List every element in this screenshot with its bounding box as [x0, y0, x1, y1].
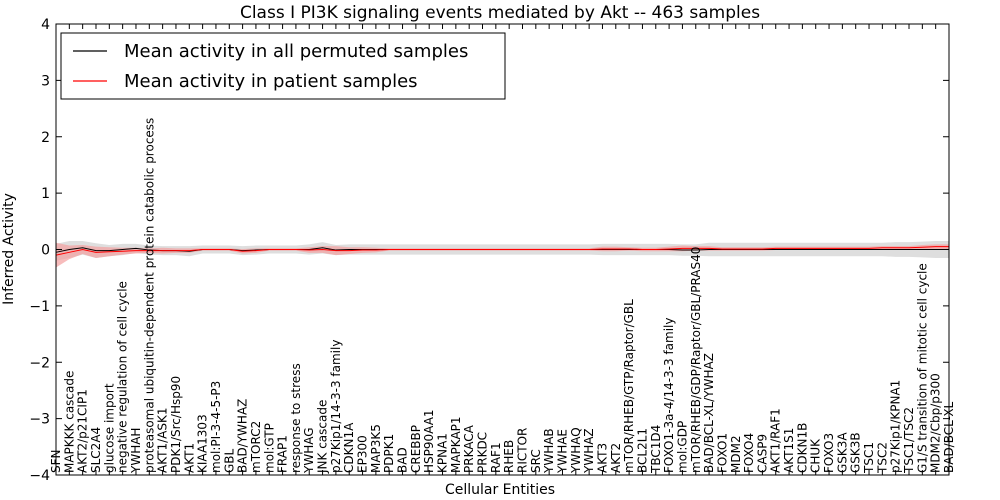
x-tick-label: YWHAZ: [582, 428, 596, 474]
x-tick-label: RHEB: [502, 440, 516, 473]
legend-box: [60, 32, 506, 100]
x-tick-label: JNK cascade: [316, 400, 330, 474]
x-tick-label: TSC1/TSC2: [902, 407, 916, 474]
y-tick-label: −1: [29, 299, 50, 315]
x-axis-label: Cellular Entities: [445, 482, 555, 498]
x-tick-label: p27Kip1/KPNA1: [889, 380, 903, 473]
x-tick-label: SLC2A4: [89, 427, 103, 473]
x-tick-label: mol:GTP: [262, 423, 276, 473]
x-tick-label: BAD/BCL-XL/YWHAZ: [702, 353, 716, 473]
x-tick-label: PRKACA: [462, 424, 476, 473]
x-tick-label: MDM2/Cbp/p300: [929, 373, 943, 473]
x-tick-label: AKT2: [609, 443, 623, 473]
x-tick-label: BAD/BCL-XL: [942, 401, 956, 473]
y-tick-label: −3: [29, 412, 50, 428]
x-tick-label: MDM2: [729, 435, 743, 473]
x-tick-label: GSK3B: [849, 432, 863, 473]
x-tick-label: FOXO3: [822, 433, 836, 473]
x-tick-label: MAP3K5: [369, 424, 383, 473]
y-ticks: 4 3 2 1 0 −1 −2 −3 −4: [29, 17, 949, 484]
x-tick-label: G1/S transition of mitotic cell cycle: [915, 263, 929, 473]
x-tick-label: p27Kip1/14-3-3 family: [329, 340, 343, 473]
legend-label-permuted: Mean activity in all permuted samples: [124, 41, 468, 62]
x-tick-label: BAD: [396, 447, 410, 473]
x-tick-label: GBL: [222, 448, 236, 473]
x-tick-label: CHUK: [809, 438, 823, 473]
x-tick-label: FRAP1: [276, 435, 290, 473]
x-tick-label: SRC: [529, 449, 543, 473]
x-tick-label: mTORC2: [249, 421, 263, 473]
x-tick-label: MAPKAP1: [449, 416, 463, 473]
x-tick-label: SFN: [49, 450, 63, 474]
x-tick-label: KPNA1: [436, 433, 450, 473]
x-tick-label: FOXO1-3a-4/14-3-3 family: [662, 318, 676, 474]
x-tick-label: AKT3: [595, 443, 609, 473]
y-tick-label: −2: [29, 355, 50, 371]
x-tick-label: AKT2/p21CIP1: [76, 389, 90, 473]
y-tick-label: −4: [29, 468, 50, 484]
x-tick-label: BCL2L1: [635, 428, 649, 473]
x-tick-label: YWHAB: [542, 428, 556, 474]
series-line-patient: [55, 246, 949, 256]
series-lines: [55, 246, 949, 256]
y-tick-label: 4: [41, 17, 50, 33]
x-tick-label: EP300: [356, 435, 370, 473]
x-tick-label: CREBBP: [409, 425, 423, 473]
x-tick-label: CDKN1A: [342, 422, 356, 473]
x-tick-label: proteasomal ubiquitin-dependent protein …: [142, 118, 156, 473]
confidence-bands: [56, 241, 949, 268]
x-tick-label: RAF1: [489, 442, 503, 473]
x-tick-label: YWHAQ: [569, 427, 583, 474]
x-tick-label: MAPKKK cascade: [62, 371, 76, 473]
y-axis-label: Inferred Activity: [1, 193, 17, 305]
x-tick-label: mol:GDP: [675, 421, 689, 473]
x-tick-label: negative regulation of cell cycle: [116, 281, 130, 473]
y-tick-label: 1: [41, 186, 50, 202]
x-tick-label: FOXO1: [715, 433, 729, 473]
x-tick-label: FOXO4: [742, 433, 756, 473]
x-tick-label: YWHAG: [302, 427, 316, 474]
x-tick-label: RICTOR: [515, 428, 529, 473]
confidence-band-permuted: [56, 241, 949, 261]
x-tick-label: TSC2: [875, 442, 889, 474]
x-tick-label: AKT1/ASK1: [156, 408, 170, 473]
x-ticks: SFN MAPKKK cascade AKT2/p21CIP1 SLC2A4 gluco…: [49, 24, 956, 475]
legend: Mean activity in all permuted samples Mea…: [60, 32, 506, 100]
x-tick-label: CDKN1B: [795, 423, 809, 473]
x-tick-label: YWHAH: [129, 428, 143, 474]
x-tick-label: PDK1/Src/Hsp90: [169, 376, 183, 473]
x-tick-label: response to stress: [289, 363, 303, 473]
x-tick-label: BAD/YWHAZ: [236, 399, 250, 473]
x-tick-label: GSK3A: [835, 432, 849, 473]
x-tick-label: AKT1S1: [782, 428, 796, 473]
x-tick-label: PDPK1: [382, 434, 396, 473]
x-tick-label: CASP9: [755, 434, 769, 473]
x-tick-label: mol:PI-3-4-5-P3: [209, 381, 223, 473]
x-tick-label: HSP90AA1: [422, 409, 436, 473]
x-tick-label: glucose import: [102, 383, 116, 473]
x-tick-label: PRKDC: [476, 432, 490, 473]
x-tick-label: mTOR/RHEB/GDP/Raptor/GBL/PRAS40: [689, 247, 703, 473]
y-tick-label: 3: [41, 73, 50, 89]
x-tick-label: TBC1D4: [649, 425, 663, 474]
x-tick-label: AKT1/RAF1: [769, 408, 783, 473]
y-tick-label: 2: [41, 130, 50, 146]
x-tick-label: KIAA1303: [196, 414, 210, 473]
x-tick-label: mTOR/RHEB/GTP/Raptor/GBL: [622, 299, 636, 473]
x-tick-label: TSC1: [862, 442, 876, 474]
legend-label-patient: Mean activity in patient samples: [124, 71, 418, 92]
x-tick-label: YWHAE: [555, 429, 569, 474]
x-tick-label: AKT1: [182, 443, 196, 473]
chart-title: Class I PI3K signaling events mediated b…: [240, 3, 760, 23]
y-tick-label: 0: [41, 243, 50, 259]
